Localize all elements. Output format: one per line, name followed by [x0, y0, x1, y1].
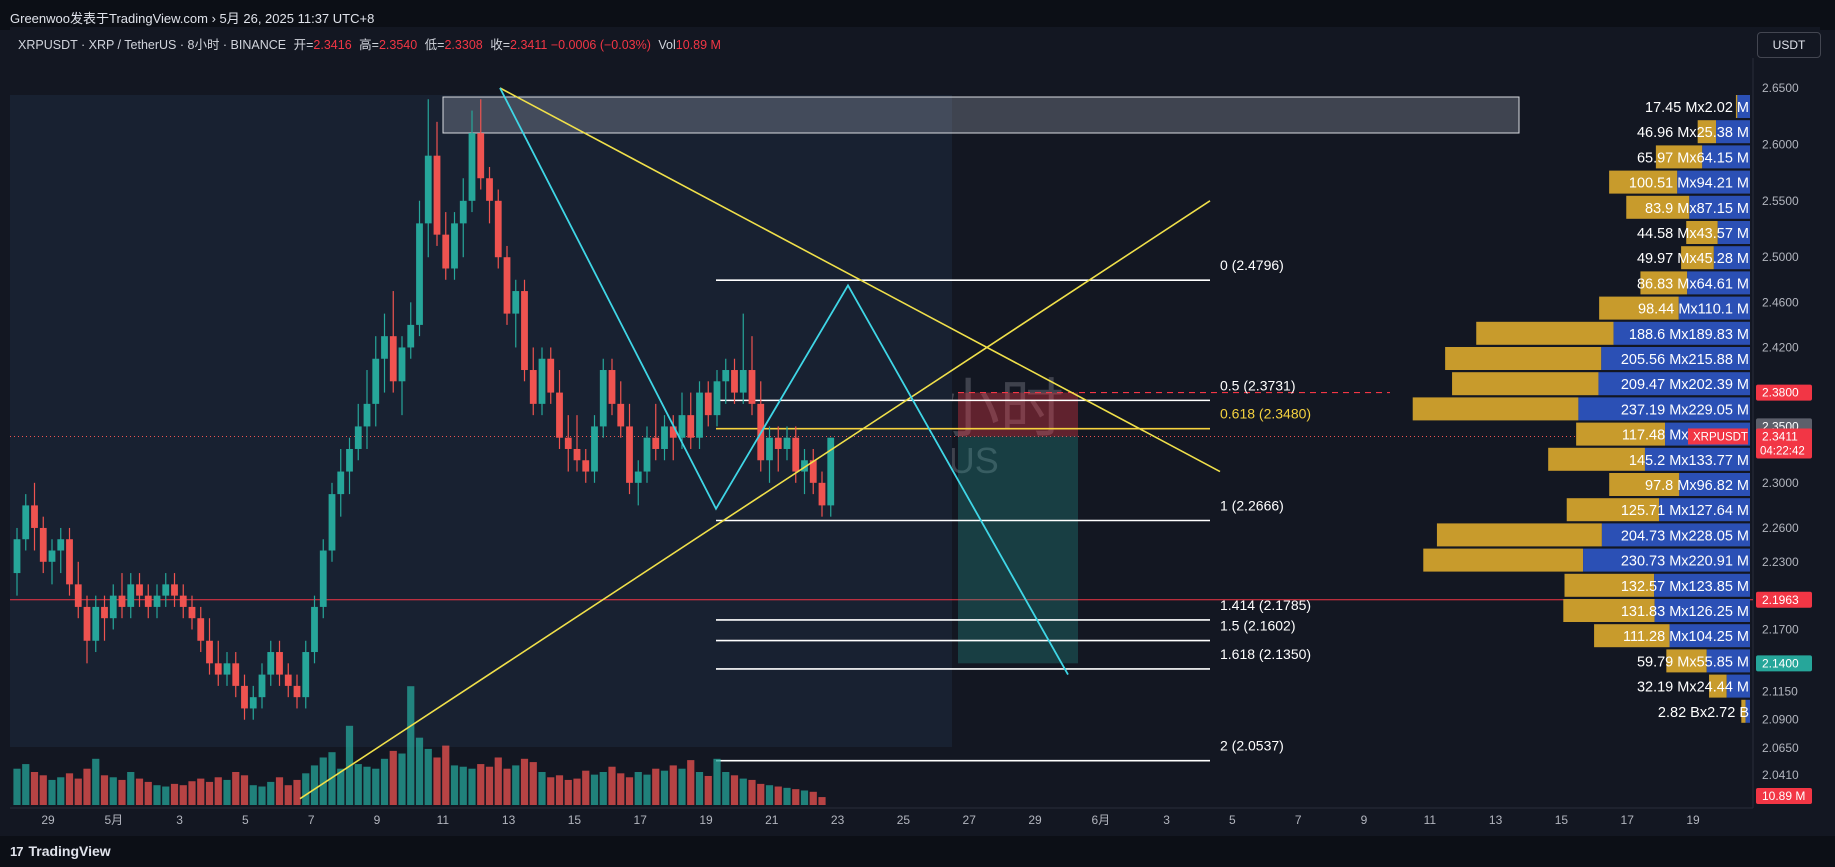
close-value: 2.3411 — [510, 38, 548, 52]
brand-name: TradingView — [28, 843, 111, 859]
high-value: 2.3540 — [378, 38, 418, 52]
watermark-subtitle: XRP / TetherUS — [746, 440, 999, 481]
high-label: 高= — [359, 38, 379, 52]
vol-value: 10.89 M — [675, 38, 721, 52]
symbol-label[interactable]: XRPUSDT · XRP / TetherUS · 8小时 · BINANCE — [18, 38, 287, 52]
watermark-title: XRPUSDT, 8小时 — [566, 373, 1064, 445]
brand[interactable]: 17 TradingView — [10, 843, 111, 859]
ohlc-legend: XRPUSDT · XRP / TetherUS · 8小时 · BINANCE… — [18, 34, 721, 53]
open-value: 2.3416 — [313, 38, 352, 52]
tradingview-logo-icon: 17 — [10, 843, 24, 859]
bottom-bar: 17 TradingView — [0, 836, 1835, 867]
low-label: 低= — [424, 38, 445, 52]
top-bar: Greenwoo发表于TradingView.com › 5月 26, 2025… — [0, 0, 1835, 30]
open-label: 开= — [293, 38, 314, 52]
low-value: 2.3308 — [444, 38, 483, 52]
publish-caption: Greenwoo发表于TradingView.com › 5月 26, 2025… — [10, 11, 375, 26]
vol-label: Vol — [658, 38, 676, 52]
close-label: 收= — [490, 38, 511, 52]
currency-button[interactable]: USDT — [1757, 32, 1821, 58]
change-value: −0.0006 (−0.03%) — [550, 38, 651, 52]
